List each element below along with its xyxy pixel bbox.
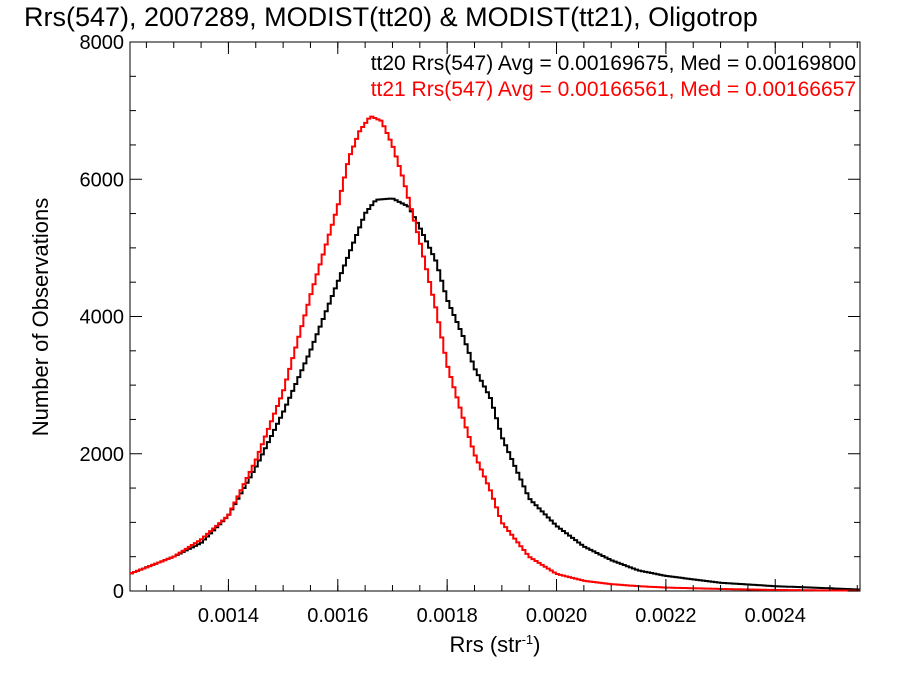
x-tick-label: 0.0014 <box>198 605 259 627</box>
annotation-tt21-stats: tt21 Rrs(547) Avg = 0.00166561, Med = 0.… <box>371 78 856 101</box>
x-tick-label: 0.0022 <box>635 605 696 627</box>
series-tt21-line <box>130 115 860 592</box>
x-tick-label: 0.0016 <box>307 605 368 627</box>
y-tick-label: 6000 <box>80 169 125 191</box>
x-tick-label: 0.0024 <box>745 605 806 627</box>
y-axis-label: Number of Observations <box>28 198 53 436</box>
y-tick-label: 0 <box>113 581 124 603</box>
series-tt20-line <box>130 197 860 591</box>
annotation-tt20-stats: tt20 Rrs(547) Avg = 0.00169675, Med = 0.… <box>371 52 856 75</box>
y-tick-label: 8000 <box>80 32 125 54</box>
chart-title: Rrs(547), 2007289, MODIST(tt20) & MODIST… <box>24 2 758 32</box>
x-tick-label: 0.0020 <box>526 605 587 627</box>
x-tick-label: 0.0018 <box>417 605 478 627</box>
plot-area <box>129 41 861 592</box>
x-axis-label: Rrs (str-1) <box>450 632 541 657</box>
y-tick-label: 4000 <box>80 307 125 329</box>
y-tick-label: 2000 <box>80 444 125 466</box>
